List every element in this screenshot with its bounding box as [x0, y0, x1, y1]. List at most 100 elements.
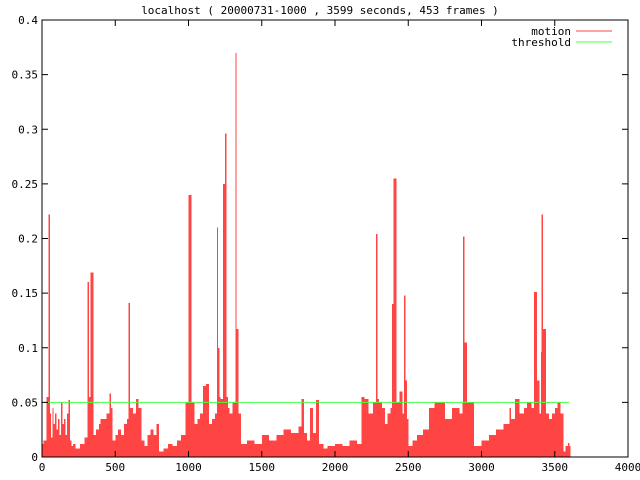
motion-bar: [80, 443, 85, 457]
chart-title: localhost ( 20000731-1000 , 3599 seconds…: [141, 4, 499, 17]
motion-bar: [62, 424, 64, 457]
motion-bar: [172, 446, 177, 457]
motion-bar: [59, 435, 62, 457]
motion-bar: [167, 443, 173, 457]
motion-bar: [75, 448, 81, 457]
y-tick-label: 0.15: [12, 287, 39, 300]
motion-bar: [403, 295, 406, 457]
x-tick-label: 1500: [249, 461, 276, 474]
motion-bar: [138, 407, 142, 457]
motion-bar: [43, 440, 47, 457]
motion-bar: [163, 448, 168, 457]
motion-bar: [66, 413, 69, 457]
motion-bar: [88, 396, 91, 457]
motion-bar: [310, 407, 314, 457]
motion-bar: [428, 407, 435, 457]
motion-bar: [408, 446, 413, 457]
motion-bar: [61, 402, 63, 458]
motion-bar: [181, 435, 186, 457]
series-motion: [42, 52, 571, 458]
motion-bar: [515, 399, 520, 457]
motion-bar: [474, 446, 482, 457]
x-tick-label: 500: [105, 461, 125, 474]
motion-bar: [384, 424, 388, 457]
motion-bar: [373, 402, 377, 458]
motion-bar: [147, 435, 151, 457]
motion-bar: [220, 399, 223, 457]
motion-bar: [50, 437, 53, 457]
motion-bar: [200, 413, 204, 457]
motion-bar: [402, 413, 404, 457]
axis-ticks: 0 500 1000 1500 2000 2500 3000 3500 4000 0 0.05 0.1…: [12, 14, 640, 474]
motion-bar: [135, 399, 139, 457]
motion-bar: [276, 435, 284, 457]
y-tick-label: 0: [31, 451, 38, 464]
motion-bar: [241, 443, 248, 457]
motion-bar: [46, 396, 49, 457]
motion-bar: [84, 437, 88, 457]
motion-bar: [565, 446, 568, 457]
motion-bar: [315, 400, 319, 457]
motion-bar: [115, 435, 119, 457]
motion-bar: [211, 418, 215, 457]
motion-bar: [537, 380, 540, 457]
x-tick-label: 4000: [615, 461, 640, 474]
motion-bar: [226, 396, 229, 457]
motion-bar: [541, 214, 544, 457]
motion-bar: [153, 435, 157, 457]
motion-bar: [422, 429, 429, 457]
motion-bar: [254, 443, 262, 457]
motion-bar: [405, 380, 407, 457]
motion-bar: [548, 418, 552, 457]
motion-bar: [327, 446, 335, 457]
motion-bar: [103, 418, 107, 457]
motion-bar: [110, 407, 113, 457]
motion-bar: [90, 272, 94, 457]
motion-bar: [176, 440, 182, 457]
motion-bar: [503, 424, 510, 457]
motion-bar: [434, 402, 438, 458]
motion-bar: [247, 440, 255, 457]
motion-bar: [291, 432, 299, 457]
motion-bar: [232, 402, 236, 458]
motion-bar: [209, 424, 212, 457]
motion-bar: [132, 413, 136, 457]
y-tick-label: 0.2: [18, 233, 38, 246]
motion-bar: [283, 429, 292, 457]
motion-bar: [356, 443, 362, 457]
motion-bar: [563, 451, 566, 457]
motion-bar: [368, 413, 374, 457]
motion-bar: [121, 435, 125, 457]
motion-bar: [464, 342, 467, 457]
motion-bar: [185, 402, 189, 458]
motion-bar: [545, 413, 549, 457]
motion-bar: [323, 448, 328, 457]
motion-bar: [203, 385, 207, 457]
motion-bar: [150, 429, 154, 457]
motion-bar: [539, 413, 541, 457]
motion-bar: [349, 440, 357, 457]
motion-bar: [55, 413, 57, 457]
y-tick-label: 0.4: [18, 14, 38, 27]
motion-bar: [217, 227, 219, 457]
motion-bar: [496, 429, 504, 457]
motion-bar: [554, 407, 558, 457]
motion-bar: [393, 178, 397, 457]
motion-bar: [191, 402, 195, 458]
motion-bar: [390, 407, 393, 457]
motion-bar: [510, 418, 516, 457]
motion-bar: [124, 424, 127, 457]
motion-bar: [523, 407, 527, 457]
motion-bar: [417, 435, 423, 457]
motion-bar: [569, 446, 571, 457]
y-tick-label: 0.25: [12, 178, 39, 191]
motion-bar: [65, 435, 67, 457]
motion-bar: [238, 413, 242, 457]
motion-bar: [52, 407, 54, 457]
motion-bar: [376, 234, 378, 457]
motion-bar: [50, 413, 52, 457]
motion-bar: [396, 402, 400, 458]
motion-bar: [63, 418, 66, 457]
motion-bar: [463, 236, 465, 457]
